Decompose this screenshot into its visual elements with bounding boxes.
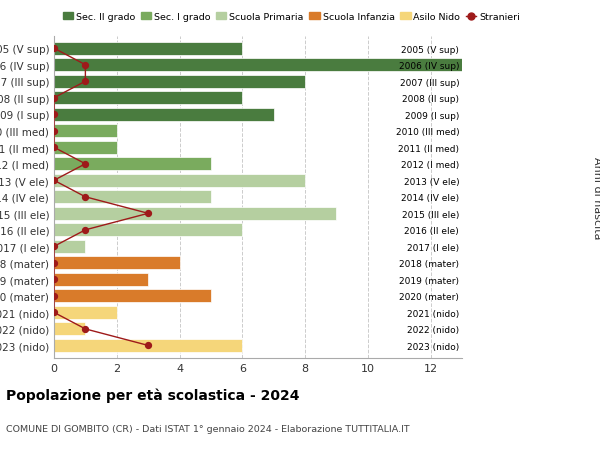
Point bbox=[49, 45, 59, 53]
Point bbox=[80, 62, 90, 69]
Bar bbox=[54, 339, 242, 352]
Bar bbox=[54, 174, 305, 187]
Bar bbox=[54, 191, 211, 204]
Point bbox=[49, 112, 59, 119]
Point bbox=[80, 161, 90, 168]
Text: Anni di nascita: Anni di nascita bbox=[592, 156, 600, 239]
Point bbox=[49, 243, 59, 251]
Point bbox=[49, 144, 59, 151]
Bar bbox=[54, 323, 85, 336]
Bar bbox=[54, 207, 337, 220]
Bar bbox=[54, 158, 211, 171]
Point bbox=[49, 177, 59, 185]
Bar bbox=[54, 125, 117, 138]
Bar bbox=[54, 76, 305, 89]
Point bbox=[49, 276, 59, 283]
Point bbox=[80, 227, 90, 234]
Point bbox=[80, 78, 90, 86]
Bar bbox=[54, 290, 211, 302]
Point bbox=[143, 210, 153, 218]
Text: COMUNE DI GOMBITO (CR) - Dati ISTAT 1° gennaio 2024 - Elaborazione TUTTITALIA.IT: COMUNE DI GOMBITO (CR) - Dati ISTAT 1° g… bbox=[6, 425, 410, 434]
Bar bbox=[54, 241, 85, 253]
Bar bbox=[54, 59, 462, 72]
Bar bbox=[54, 257, 179, 270]
Bar bbox=[54, 306, 117, 319]
Point bbox=[80, 325, 90, 333]
Bar bbox=[54, 141, 117, 154]
Point bbox=[49, 260, 59, 267]
Point bbox=[49, 292, 59, 300]
Point bbox=[49, 309, 59, 316]
Point bbox=[49, 128, 59, 135]
Point bbox=[143, 342, 153, 349]
Point bbox=[49, 95, 59, 102]
Bar bbox=[54, 92, 242, 105]
Bar bbox=[54, 43, 242, 56]
Bar bbox=[54, 224, 242, 237]
Text: Popolazione per età scolastica - 2024: Popolazione per età scolastica - 2024 bbox=[6, 388, 299, 403]
Point bbox=[80, 194, 90, 201]
Bar bbox=[54, 273, 148, 286]
Legend: Sec. II grado, Sec. I grado, Scuola Primaria, Scuola Infanzia, Asilo Nido, Stran: Sec. II grado, Sec. I grado, Scuola Prim… bbox=[59, 9, 524, 26]
Bar bbox=[54, 109, 274, 122]
